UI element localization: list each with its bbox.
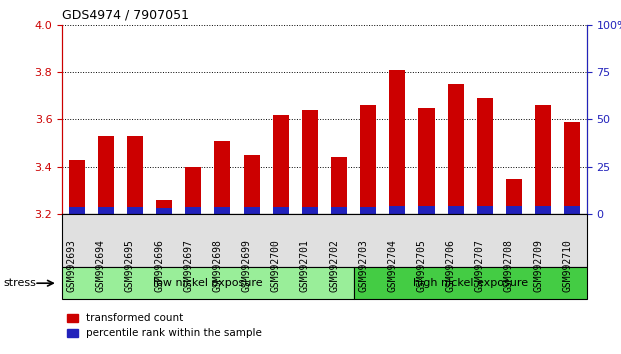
Bar: [185, 207, 201, 214]
Bar: [127, 136, 143, 214]
Text: low nickel exposure: low nickel exposure: [153, 278, 263, 288]
Bar: [127, 207, 143, 214]
Text: GSM992710: GSM992710: [562, 239, 573, 292]
Text: GSM992707: GSM992707: [475, 239, 485, 292]
Text: high nickel exposure: high nickel exposure: [413, 278, 528, 288]
Bar: [389, 206, 406, 214]
Bar: [98, 136, 114, 214]
Text: stress: stress: [3, 278, 36, 288]
Bar: [69, 207, 84, 214]
Text: GSM992701: GSM992701: [300, 239, 310, 292]
Bar: [331, 207, 347, 214]
Text: GSM992700: GSM992700: [271, 239, 281, 292]
Text: GSM992693: GSM992693: [66, 239, 76, 292]
Bar: [535, 105, 551, 214]
Bar: [360, 207, 376, 214]
Text: GSM992702: GSM992702: [329, 239, 339, 292]
Text: GSM992698: GSM992698: [212, 239, 222, 292]
Text: GSM992705: GSM992705: [417, 239, 427, 292]
Bar: [98, 207, 114, 214]
Bar: [69, 160, 84, 214]
Bar: [214, 207, 230, 214]
Bar: [156, 200, 172, 214]
Bar: [273, 207, 289, 214]
Bar: [273, 115, 289, 214]
Bar: [302, 207, 318, 214]
Bar: [419, 108, 435, 214]
Bar: [214, 141, 230, 214]
Legend: transformed count, percentile rank within the sample: transformed count, percentile rank withi…: [67, 313, 262, 338]
Bar: [506, 179, 522, 214]
Bar: [419, 206, 435, 214]
Bar: [564, 206, 580, 214]
Text: GSM992694: GSM992694: [96, 239, 106, 292]
Text: GSM992695: GSM992695: [125, 239, 135, 292]
Bar: [185, 167, 201, 214]
Bar: [448, 84, 464, 214]
Bar: [243, 155, 260, 214]
Text: GDS4974 / 7907051: GDS4974 / 7907051: [62, 9, 189, 22]
Bar: [156, 208, 172, 214]
Bar: [389, 70, 406, 214]
Bar: [477, 98, 493, 214]
Text: GSM992699: GSM992699: [242, 239, 252, 292]
Bar: [448, 206, 464, 214]
Bar: [477, 206, 493, 214]
Bar: [331, 157, 347, 214]
Text: GSM992708: GSM992708: [504, 239, 514, 292]
Bar: [243, 207, 260, 214]
Bar: [506, 206, 522, 214]
Text: GSM992706: GSM992706: [446, 239, 456, 292]
Text: GSM992703: GSM992703: [358, 239, 368, 292]
Bar: [360, 105, 376, 214]
Text: GSM992697: GSM992697: [183, 239, 193, 292]
Bar: [564, 122, 580, 214]
Text: GSM992696: GSM992696: [154, 239, 164, 292]
Bar: [302, 110, 318, 214]
Text: GSM992709: GSM992709: [533, 239, 543, 292]
Bar: [535, 206, 551, 214]
Text: GSM992704: GSM992704: [388, 239, 397, 292]
